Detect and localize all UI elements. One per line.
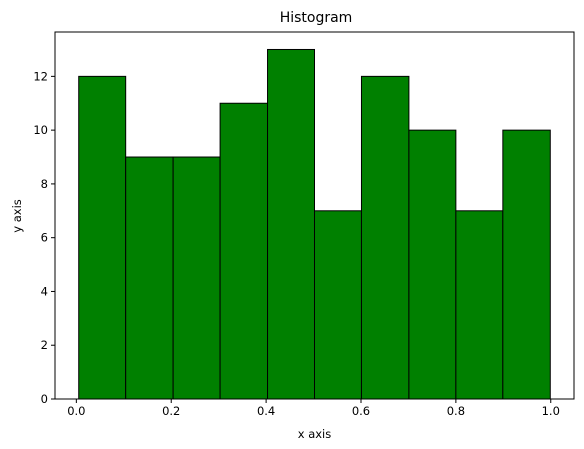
x-tick-label: 0.8 bbox=[447, 404, 465, 418]
y-axis-label: y axis bbox=[10, 199, 24, 233]
histogram-bar bbox=[125, 156, 174, 400]
histogram-bar bbox=[172, 156, 221, 400]
histogram-bar bbox=[219, 102, 269, 400]
histogram-bar bbox=[502, 129, 551, 400]
x-tick-label: 0.2 bbox=[162, 404, 180, 418]
x-tick-label: 0.4 bbox=[257, 404, 275, 418]
y-axis-ticks: 0 2 4 6 8 10 12 bbox=[33, 69, 55, 406]
y-tick-label: 10 bbox=[33, 123, 48, 137]
histogram-bar bbox=[78, 75, 127, 400]
y-tick-label: 2 bbox=[41, 338, 48, 352]
histogram-bar bbox=[314, 210, 362, 400]
y-tick-label: 6 bbox=[41, 231, 48, 245]
x-axis-label: x axis bbox=[298, 427, 332, 441]
x-tick-label: 1.0 bbox=[542, 404, 560, 418]
histogram-bar bbox=[408, 129, 457, 400]
y-tick-label: 8 bbox=[41, 177, 48, 191]
plot-area-frame bbox=[54, 31, 575, 400]
x-tick-label: 0.0 bbox=[67, 404, 85, 418]
y-tick-label: 12 bbox=[33, 69, 48, 83]
x-axis-ticks: 0.0 0.2 0.4 0.6 0.8 1.0 bbox=[67, 399, 560, 418]
histogram-bar bbox=[360, 75, 410, 400]
y-tick-label: 0 bbox=[41, 392, 48, 406]
x-tick-label: 0.6 bbox=[352, 404, 370, 418]
bars-layer bbox=[78, 48, 551, 400]
histogram-bar bbox=[455, 210, 504, 400]
histogram-bar bbox=[267, 48, 315, 400]
chart-title: Histogram bbox=[280, 10, 353, 26]
y-tick-label: 4 bbox=[41, 284, 48, 298]
